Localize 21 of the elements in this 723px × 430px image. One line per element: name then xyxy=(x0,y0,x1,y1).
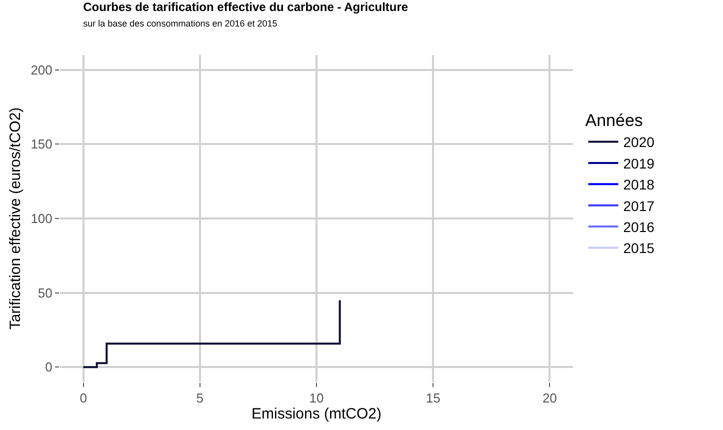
x-tick-label: 0 xyxy=(80,390,87,406)
chart-title: Courbes de tarification effective du carbone - Agriculture xyxy=(83,0,408,14)
x-tick-label: 10 xyxy=(309,390,324,406)
legend-label: 2018 xyxy=(623,176,655,193)
legend-label: 2019 xyxy=(623,155,655,172)
y-tick-label: 200 xyxy=(30,62,52,78)
legend-label: 2017 xyxy=(623,198,655,214)
legend-label: 2016 xyxy=(623,219,655,236)
x-axis-title: Emissions (mtCO2) xyxy=(251,406,382,423)
x-tick-label: 20 xyxy=(542,390,557,406)
y-tick-label: 0 xyxy=(45,360,52,375)
y-tick-label: 100 xyxy=(30,211,52,226)
y-tick-label: 150 xyxy=(30,136,52,152)
y-axis-title: Tarification effective (euros/tCO2) xyxy=(6,107,24,330)
y-tick-label: 50 xyxy=(38,285,52,300)
chart-subtitle: sur la base des consommations en 2016 et 2015 xyxy=(83,18,278,28)
legend-label: 2020 xyxy=(623,134,655,150)
legend-title: Années xyxy=(585,111,643,130)
legend-label: 2015 xyxy=(623,240,655,256)
x-tick-label: 15 xyxy=(426,390,440,406)
x-tick-label: 5 xyxy=(196,390,204,406)
